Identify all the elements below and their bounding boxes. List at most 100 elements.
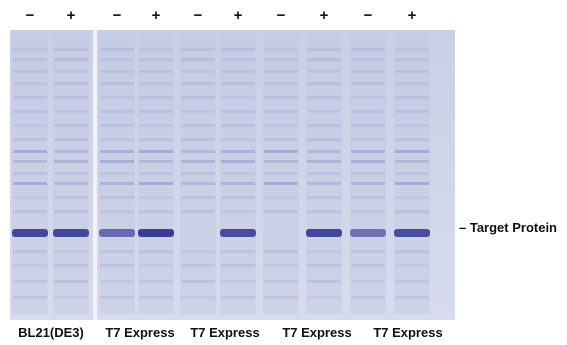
background-band	[181, 58, 215, 61]
background-band	[351, 150, 385, 153]
background-band	[13, 82, 47, 85]
background-band	[13, 150, 47, 153]
gel-lane	[99, 34, 135, 314]
background-band	[181, 196, 215, 199]
background-band	[181, 150, 215, 153]
background-band	[54, 296, 88, 299]
background-band	[221, 182, 255, 185]
background-band	[54, 110, 88, 113]
lane-sign: +	[408, 7, 417, 24]
background-band	[221, 264, 255, 267]
background-band	[181, 96, 215, 99]
background-band	[139, 138, 173, 141]
background-band	[139, 182, 173, 185]
background-band	[351, 70, 385, 73]
background-band	[13, 124, 47, 127]
background-band	[54, 48, 88, 51]
lane-sign: −	[194, 7, 203, 24]
background-band	[139, 210, 173, 213]
background-band	[264, 48, 298, 51]
background-band	[100, 96, 134, 99]
background-band	[307, 124, 341, 127]
background-band	[221, 280, 255, 283]
background-band	[54, 172, 88, 175]
background-band	[351, 196, 385, 199]
background-band	[307, 58, 341, 61]
background-band	[54, 124, 88, 127]
strain-label: T7 Express	[282, 325, 351, 340]
background-band	[264, 280, 298, 283]
background-band	[307, 96, 341, 99]
target-band	[220, 229, 256, 237]
background-band	[351, 264, 385, 267]
background-band	[264, 124, 298, 127]
background-band	[264, 172, 298, 175]
gel-lane	[12, 34, 48, 314]
background-band	[307, 48, 341, 51]
background-band	[307, 280, 341, 283]
background-band	[13, 250, 47, 253]
background-band	[100, 280, 134, 283]
background-band	[221, 250, 255, 253]
background-band	[221, 196, 255, 199]
gel-lane	[263, 34, 299, 314]
background-band	[139, 82, 173, 85]
background-band	[264, 250, 298, 253]
background-band	[264, 264, 298, 267]
background-band	[13, 264, 47, 267]
background-band	[13, 182, 47, 185]
background-band	[181, 124, 215, 127]
gel-lane	[350, 34, 386, 314]
background-band	[13, 110, 47, 113]
background-band	[13, 296, 47, 299]
background-band	[221, 160, 255, 163]
background-band	[221, 172, 255, 175]
background-band	[395, 250, 429, 253]
strain-label: T7 Express	[105, 325, 174, 340]
gel-lane	[180, 34, 216, 314]
target-band	[138, 229, 174, 237]
background-band	[181, 70, 215, 73]
background-band	[221, 96, 255, 99]
lane-bands	[12, 34, 430, 314]
background-band	[100, 48, 134, 51]
background-band	[395, 210, 429, 213]
background-band	[100, 196, 134, 199]
background-band	[351, 138, 385, 141]
background-band	[221, 110, 255, 113]
background-band	[307, 160, 341, 163]
lane-sign: +	[152, 7, 161, 24]
background-band	[181, 182, 215, 185]
background-band	[13, 48, 47, 51]
background-band	[13, 280, 47, 283]
background-band	[307, 138, 341, 141]
background-band	[139, 70, 173, 73]
background-band	[181, 250, 215, 253]
background-band	[351, 182, 385, 185]
strain-label: T7 Express	[373, 325, 442, 340]
background-band	[395, 58, 429, 61]
lane-sign: +	[234, 7, 243, 24]
background-band	[100, 82, 134, 85]
background-band	[395, 196, 429, 199]
background-band	[139, 124, 173, 127]
background-band	[54, 280, 88, 283]
background-band	[351, 58, 385, 61]
background-band	[54, 264, 88, 267]
background-band	[100, 172, 134, 175]
background-band	[181, 210, 215, 213]
background-band	[221, 58, 255, 61]
background-band	[221, 138, 255, 141]
background-band	[139, 48, 173, 51]
background-band	[351, 280, 385, 283]
background-band	[307, 250, 341, 253]
background-band	[221, 210, 255, 213]
lane-sign: +	[320, 7, 329, 24]
background-band	[13, 96, 47, 99]
background-band	[307, 70, 341, 73]
background-band	[395, 96, 429, 99]
background-band	[100, 160, 134, 163]
strain-label: BL21(DE3)	[18, 325, 84, 340]
